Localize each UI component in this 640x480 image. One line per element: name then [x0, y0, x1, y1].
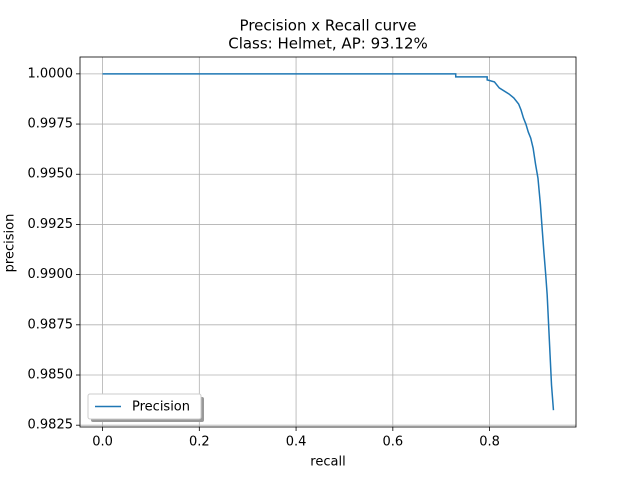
y-tick-label: 0.9950: [28, 167, 74, 182]
y-tick-label: 0.9925: [28, 217, 74, 232]
data-line: [102, 73, 555, 411]
y-tick-label: 0.9975: [28, 117, 74, 132]
chart-title: Precision x Recall curve: [240, 17, 417, 35]
x-tick-label: 0.4: [286, 435, 307, 450]
y-axis-label: precision: [3, 214, 18, 273]
legend-label: Precision: [132, 400, 190, 415]
y-tick-label: 0.9900: [28, 267, 74, 282]
y-tick-label: 1.0000: [28, 66, 74, 81]
y-tick-label: 0.9875: [28, 317, 74, 332]
y-tick-label: 0.9850: [28, 368, 74, 383]
x-tick-label: 0.8: [479, 435, 500, 450]
plot-frame: [79, 56, 577, 428]
y-tick-label: 0.9825: [28, 418, 74, 433]
x-tick-label: 0.6: [382, 435, 403, 450]
chart-subtitle: Class: Helmet, AP: 93.12%: [228, 35, 428, 53]
x-tick-label: 0.0: [92, 435, 113, 450]
x-tick-label: 0.2: [189, 435, 210, 450]
legend-box: [87, 393, 202, 420]
x-axis-label: recall: [310, 455, 345, 470]
